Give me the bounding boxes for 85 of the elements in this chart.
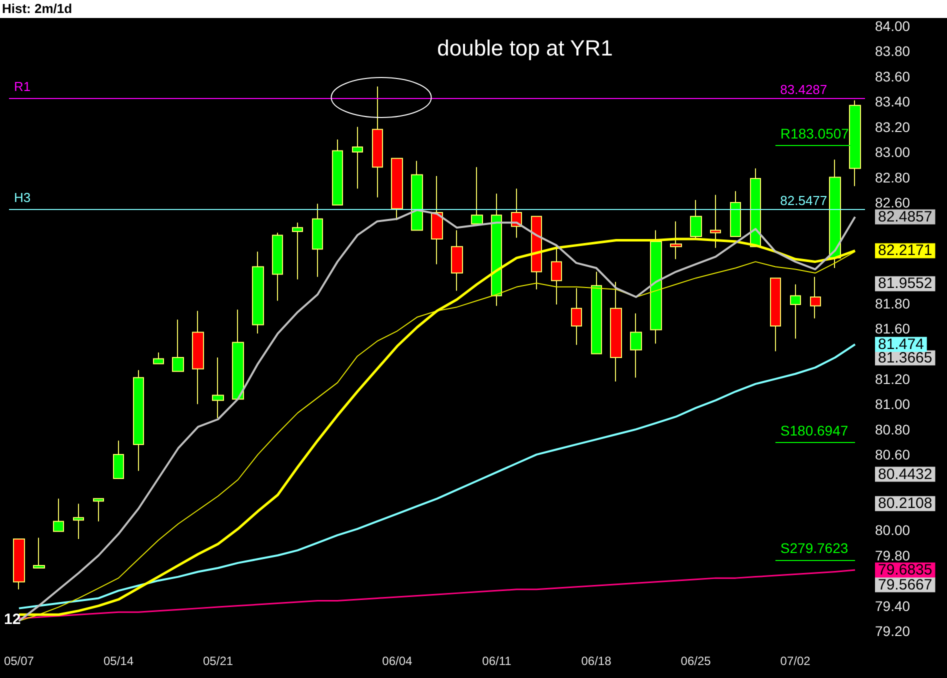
ref-line-label: H3: [14, 190, 31, 205]
candlestick: [192, 310, 204, 405]
x-tick-label: 07/02: [780, 654, 811, 668]
y-tick-label: 79.5667: [878, 576, 932, 594]
chart-title: double top at YR1: [437, 36, 613, 60]
candlestick: [650, 230, 662, 344]
y-tick-label: 80.80: [875, 421, 910, 438]
y-tick-label: 81.20: [875, 370, 910, 387]
candlestick: [471, 166, 483, 224]
chart-subtitle: Hist: 2m/1d: [2, 1, 72, 16]
y-tick-label: 82.60: [875, 194, 910, 210]
y-tick-label: 81.80: [875, 295, 910, 312]
candlestick: [113, 440, 124, 479]
y-tick-label: 79.40: [875, 598, 910, 614]
candlestick: [491, 193, 502, 306]
y-tick-label: 83.20: [875, 118, 910, 135]
y-tick-label: 82.4857: [878, 208, 932, 226]
y-tick-label: 81.474: [878, 336, 924, 353]
candlestick: [710, 194, 721, 248]
y-tick-label: 80.4432: [878, 466, 932, 483]
candlestick: [252, 251, 264, 334]
candlestick: [829, 159, 841, 268]
candlestick: [630, 312, 642, 378]
y-tick-label: 81.00: [875, 396, 910, 412]
y-tick-label: 82.80: [875, 169, 910, 186]
y-tick-label: 80.2108: [878, 495, 932, 512]
y-tick-label: 83.40: [875, 94, 910, 110]
candlestick: [690, 199, 702, 240]
candlestick: [133, 370, 144, 472]
candlestick: [670, 220, 682, 260]
x-tick-label: 06/04: [382, 654, 413, 668]
x-tick-label: 05/21: [203, 654, 234, 668]
candlestick: [53, 498, 64, 532]
y-tick-label: 82.2171: [878, 242, 932, 260]
ref-line-label: R1: [14, 78, 31, 94]
x-tick-label: 06/11: [482, 654, 512, 668]
candlestick: [272, 232, 283, 302]
candlestick: [312, 203, 323, 278]
candlestick: [431, 175, 443, 265]
annotation: 12: [4, 611, 21, 628]
candlestick: [391, 158, 403, 221]
y-tick-label: 81.60: [875, 320, 910, 336]
candlestick: [770, 278, 781, 352]
y-tick-label: 83.60: [875, 68, 910, 84]
x-tick-label: 06/18: [581, 654, 612, 668]
candlestick: [531, 216, 542, 290]
candlestick: [591, 271, 602, 354]
line-series: [18, 343, 856, 610]
y-tick-label: 83.80: [875, 43, 910, 60]
candlestick: [292, 222, 303, 280]
candlestick: [372, 86, 383, 198]
ref-line-label: R183.0507: [780, 126, 850, 142]
candlestick: [33, 537, 45, 568]
y-tick-label: 80.60: [875, 446, 910, 463]
candlestick: [172, 319, 184, 372]
candlestick: [212, 356, 224, 418]
y-tick-label: 84.00: [875, 18, 910, 34]
candlestick: [790, 284, 801, 340]
candlestick: [571, 288, 582, 346]
annotation: 83.4287: [780, 82, 828, 98]
x-tick-label: 05/07: [4, 654, 34, 668]
candlestick: [232, 309, 244, 400]
y-tick-label: 81.9552: [878, 275, 932, 292]
candlestick: [810, 276, 821, 319]
annotation: 82.5477: [780, 193, 828, 208]
ref-line-label: S279.7623: [780, 540, 848, 556]
candlestick: [451, 230, 463, 292]
candlestick: [153, 352, 164, 364]
y-tick-label: 79.6835: [878, 562, 932, 579]
candlestick: [13, 538, 25, 590]
candlestick: [93, 498, 104, 522]
x-tick-label: 05/14: [103, 654, 134, 668]
x-tick-label: 06/25: [680, 654, 712, 668]
candlestick: [730, 190, 741, 237]
candlestick: [332, 138, 343, 206]
y-tick-label: 83.00: [875, 144, 910, 160]
candlestick: [411, 160, 423, 231]
candlestick: [610, 281, 622, 382]
y-tick-label: 79.20: [875, 623, 910, 639]
y-tick-label: 80.00: [875, 522, 910, 538]
ref-line-label: S180.6947: [780, 422, 848, 439]
y-tick-label: 79.80: [875, 547, 910, 564]
candlestick: [73, 503, 84, 540]
y-tick-label: 81.3665: [878, 349, 932, 366]
candlestick: [352, 126, 363, 190]
